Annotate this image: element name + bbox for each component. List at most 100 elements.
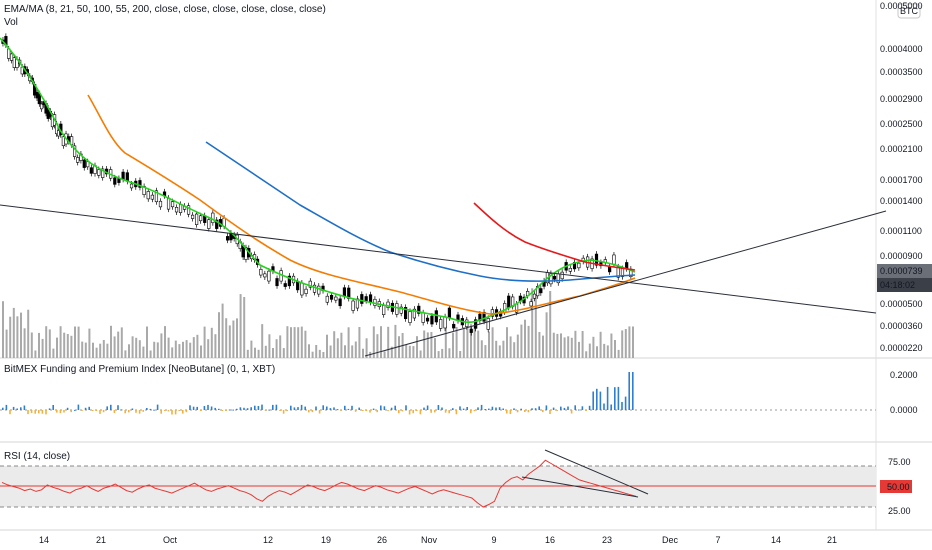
funding-bar xyxy=(524,410,526,412)
volume-bar xyxy=(117,331,120,358)
candle xyxy=(101,168,105,178)
funding-bar xyxy=(581,406,584,410)
funding-bar xyxy=(444,410,447,413)
y-tick-label: 0.0000220 xyxy=(880,343,923,353)
volume-bar xyxy=(578,341,580,358)
funding-bar xyxy=(484,409,486,410)
funding-bar xyxy=(369,410,371,413)
funding-bar xyxy=(419,410,422,415)
volume-bar xyxy=(16,316,19,358)
x-tick-label: 7 xyxy=(715,535,720,545)
funding-bar xyxy=(128,410,130,413)
funding-bar xyxy=(88,406,90,410)
volume-bar xyxy=(459,351,462,358)
funding-bar xyxy=(336,409,339,411)
funding-bar xyxy=(5,404,8,410)
funding-bar xyxy=(192,406,195,410)
funding-bar xyxy=(340,410,342,411)
rsi-midline-tag-text: 50.00 xyxy=(887,482,910,492)
funding-bar xyxy=(383,406,386,410)
funding-bar xyxy=(520,408,522,410)
candle xyxy=(560,271,564,280)
volume-bar xyxy=(495,340,498,358)
volume-bar xyxy=(603,343,606,358)
volume-bar xyxy=(138,340,141,358)
funding-bar xyxy=(99,410,101,414)
y-tick-label: 0.0004000 xyxy=(880,44,923,54)
volume-bar xyxy=(95,347,98,358)
x-tick-label: Dec xyxy=(662,535,679,545)
funding-bar xyxy=(138,410,141,414)
price-tag-text: 0.0000739 xyxy=(880,266,923,276)
candle xyxy=(283,283,287,287)
candle xyxy=(178,204,183,213)
x-tick-label: 12 xyxy=(263,535,273,545)
volume-bar xyxy=(452,332,454,358)
funding-bar xyxy=(318,410,321,414)
volume-bar xyxy=(549,291,552,358)
volume-bar xyxy=(585,351,588,358)
volume-bar xyxy=(552,332,555,358)
candle xyxy=(425,317,430,322)
volume-bar xyxy=(239,294,242,358)
candle xyxy=(267,270,271,282)
funding-bar xyxy=(196,406,198,410)
volume-bar xyxy=(84,342,87,358)
volume-bar xyxy=(383,351,386,358)
volume-bar xyxy=(146,326,148,358)
funding-bar xyxy=(376,410,378,413)
volume-bar xyxy=(218,312,220,358)
candle xyxy=(452,323,456,329)
funding-bar xyxy=(516,410,519,413)
candle xyxy=(439,319,443,329)
funding-bar xyxy=(246,408,249,410)
funding-bars xyxy=(2,372,634,415)
funding-bar xyxy=(297,407,299,410)
funding-bar xyxy=(95,410,98,411)
volume-bar xyxy=(567,336,570,358)
funding-bar xyxy=(228,409,231,411)
funding-bar xyxy=(30,410,33,414)
volume-bar xyxy=(290,327,292,358)
funding-bar xyxy=(9,410,11,415)
volume-bar xyxy=(174,340,177,358)
volume-bar xyxy=(480,340,483,358)
candle xyxy=(97,169,101,176)
volume-bar xyxy=(574,330,577,358)
currency-badge[interactable] xyxy=(897,3,921,19)
volume-bar xyxy=(196,334,199,358)
y-tick-label: 0.0002500 xyxy=(880,119,923,129)
funding-bar xyxy=(92,410,94,411)
funding-bar xyxy=(124,410,126,414)
funding-bar xyxy=(405,405,407,410)
candle xyxy=(532,293,537,299)
volume-bar xyxy=(354,341,357,358)
funding-bar xyxy=(2,407,4,410)
volume-bar xyxy=(538,332,541,358)
x-tick-label: 26 xyxy=(377,535,387,545)
ema21-line xyxy=(0,37,636,323)
volume-bar xyxy=(300,326,303,358)
volume-bar xyxy=(617,349,620,358)
candle xyxy=(529,301,533,307)
volume-bar xyxy=(599,331,602,358)
y-tick-label: 0.0001700 xyxy=(880,175,923,185)
volume-bar xyxy=(426,332,429,358)
volume-bar xyxy=(297,327,300,358)
funding-bar xyxy=(614,387,616,410)
volume-bar xyxy=(308,344,310,358)
x-tick-label: 21 xyxy=(827,535,837,545)
funding-bar xyxy=(250,407,252,410)
funding-bar xyxy=(390,407,393,410)
volume-bar xyxy=(92,342,94,358)
rsi-line xyxy=(1,459,637,508)
volume-bar xyxy=(149,350,152,358)
candle xyxy=(9,53,14,61)
funding-bar xyxy=(27,410,29,415)
funding-bar xyxy=(70,410,72,413)
volume-bar xyxy=(513,342,516,358)
funding-bar xyxy=(624,396,627,410)
y-tick-label: 0.0003500 xyxy=(880,67,923,77)
funding-bar xyxy=(171,410,173,415)
